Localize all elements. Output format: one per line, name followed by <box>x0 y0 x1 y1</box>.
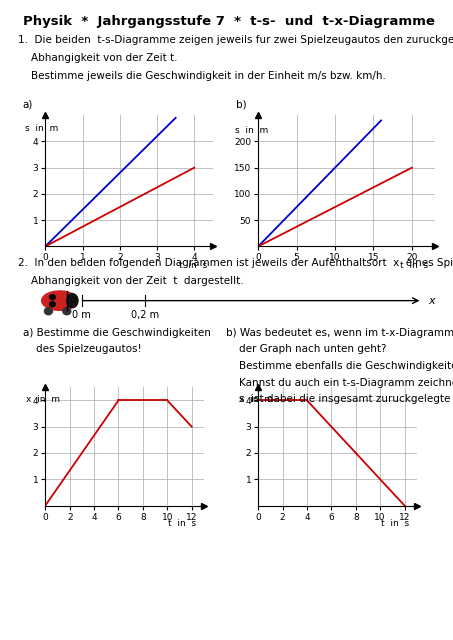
Ellipse shape <box>42 291 77 310</box>
Text: Abhangigkeit von der Zeit  t  dargestellt.: Abhangigkeit von der Zeit t dargestellt. <box>18 276 244 286</box>
Text: a) Bestimme die Geschwindigkeiten: a) Bestimme die Geschwindigkeiten <box>23 328 211 338</box>
Text: 2.  In den beiden folgenden Diagrammen ist jeweils der Aufenthaltsort  x  eines : 2. In den beiden folgenden Diagrammen is… <box>18 258 453 268</box>
Text: Bestimme ebenfalls die Geschwindigkeiten!: Bestimme ebenfalls die Geschwindigkeiten… <box>226 361 453 371</box>
Text: x  in  m: x in m <box>239 396 273 404</box>
Text: Physik  *  Jahrgangsstufe 7  *  t-s-  und  t-x-Diagramme: Physik * Jahrgangsstufe 7 * t-s- und t-x… <box>23 15 434 28</box>
Circle shape <box>50 301 55 307</box>
Text: a): a) <box>23 99 33 109</box>
Text: t  in  s: t in s <box>168 519 196 528</box>
Text: x  in  m: x in m <box>26 396 60 404</box>
Circle shape <box>63 308 71 315</box>
Text: t  in  s: t in s <box>400 261 428 270</box>
Text: des Spielzeugautos!: des Spielzeugautos! <box>23 344 141 355</box>
Text: der Graph nach unten geht?: der Graph nach unten geht? <box>226 344 387 355</box>
Text: x: x <box>429 296 435 306</box>
Text: s  in  m: s in m <box>235 125 269 134</box>
Text: b): b) <box>236 99 246 109</box>
Ellipse shape <box>67 294 78 308</box>
Text: 0 m: 0 m <box>72 310 91 320</box>
Text: s  ist dabei die insgesamt zuruckgelegte Weg.: s ist dabei die insgesamt zuruckgelegte … <box>226 394 453 404</box>
Text: Bestimme jeweils die Geschwindigkeit in der Einheit m/s bzw. km/h.: Bestimme jeweils die Geschwindigkeit in … <box>18 71 386 81</box>
Circle shape <box>44 308 53 315</box>
Text: 0,2 m: 0,2 m <box>131 310 159 320</box>
Circle shape <box>50 294 55 300</box>
Text: t  in  s: t in s <box>179 261 207 270</box>
Text: 1.  Die beiden  t-s-Diagramme zeigen jeweils fur zwei Spielzeugautos den zuruckg: 1. Die beiden t-s-Diagramme zeigen jewei… <box>18 35 453 45</box>
Text: b) Was bedeutet es, wenn im t-x-Diagramm: b) Was bedeutet es, wenn im t-x-Diagramm <box>226 328 453 338</box>
Text: Abhangigkeit von der Zeit t.: Abhangigkeit von der Zeit t. <box>18 53 178 63</box>
Text: Kannst du auch ein t-s-Diagramm zeichnen?: Kannst du auch ein t-s-Diagramm zeichnen… <box>226 378 453 388</box>
Text: t  in  s: t in s <box>381 519 409 528</box>
Text: s  in  m: s in m <box>25 124 58 133</box>
